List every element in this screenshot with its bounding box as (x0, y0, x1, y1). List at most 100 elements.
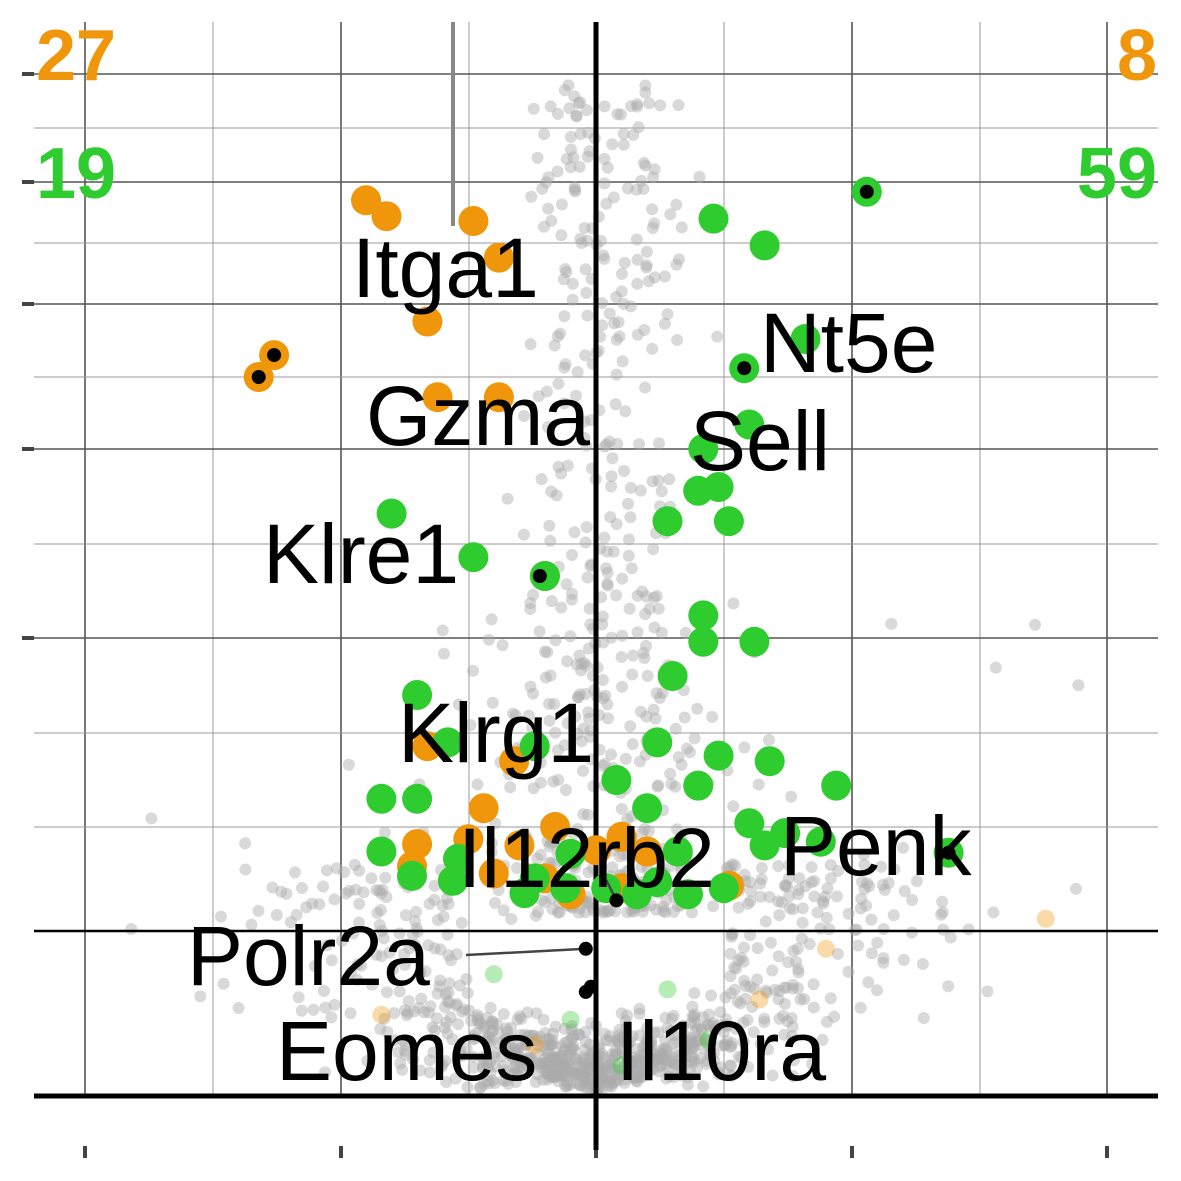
background-point (338, 866, 351, 879)
background-point (581, 150, 594, 163)
background-point (1029, 618, 1041, 631)
background-point (728, 983, 741, 996)
background-point (634, 705, 647, 718)
background-point (627, 1072, 640, 1085)
background-point (612, 1068, 625, 1081)
background-point (707, 900, 719, 913)
background-point (754, 877, 767, 890)
background-point (623, 533, 635, 546)
gene-dot-il12rb2 (609, 893, 624, 908)
point-up (749, 830, 780, 861)
background-point (506, 1068, 519, 1080)
background-point (798, 993, 811, 1006)
background-point (787, 944, 800, 957)
background-point (533, 1060, 546, 1073)
background-point (624, 1035, 636, 1048)
background-point (660, 1058, 673, 1071)
background-point (679, 1050, 691, 1063)
background-point (685, 1035, 698, 1048)
background-point (497, 1074, 510, 1087)
background-point (792, 888, 805, 901)
background-point (596, 1083, 609, 1096)
background-point (747, 1026, 760, 1039)
background-point (598, 100, 611, 113)
background-point (601, 579, 614, 592)
background-point (668, 1029, 681, 1042)
background-point (512, 1044, 525, 1057)
background-point (374, 1023, 387, 1035)
background-point (643, 602, 656, 615)
background-point (638, 1047, 651, 1060)
background-point (145, 812, 158, 825)
background-point (897, 953, 910, 966)
background-point (650, 1054, 663, 1067)
background-point (433, 980, 446, 993)
background-point (877, 952, 890, 965)
background-point (781, 1015, 794, 1028)
connector-polr2a (465, 947, 586, 957)
background-point (511, 1069, 524, 1081)
background-point (640, 261, 653, 274)
background-point (505, 913, 518, 925)
background-point (659, 1034, 671, 1047)
background-point (711, 330, 724, 343)
background-point (428, 942, 441, 955)
background-point (772, 860, 785, 872)
background-point (571, 823, 584, 835)
background-point (669, 1046, 682, 1059)
background-point (630, 1043, 643, 1056)
background-point (660, 1041, 673, 1054)
background-point (508, 1043, 521, 1056)
background-point (678, 1028, 690, 1041)
background-point (378, 826, 391, 839)
background-point (739, 979, 752, 992)
background-point (566, 1020, 578, 1032)
background-point (550, 489, 563, 502)
background-point (568, 183, 581, 196)
background-point (557, 273, 570, 286)
background-point (413, 1001, 426, 1014)
background-point (720, 1013, 733, 1026)
background-point (824, 872, 837, 885)
count-second-left: 19 (36, 134, 116, 214)
background-point (653, 1065, 666, 1078)
background-point (663, 1062, 676, 1075)
background-point (558, 361, 571, 374)
point-up (754, 746, 785, 777)
background-point (504, 781, 517, 794)
background-point (737, 955, 750, 968)
background-point (414, 1064, 427, 1077)
background-point (556, 1054, 569, 1067)
background-point (633, 1067, 646, 1080)
background-point (506, 1046, 518, 1059)
background-point (565, 1023, 578, 1036)
background-point (414, 966, 427, 979)
background-point (653, 1060, 666, 1073)
background-point (598, 1027, 611, 1040)
background-point (486, 1074, 499, 1087)
point-down (581, 835, 611, 866)
background-point (706, 711, 719, 723)
background-point (605, 1062, 618, 1075)
background-point (270, 909, 283, 921)
background-point (783, 890, 796, 903)
background-point (742, 897, 755, 910)
background-point (557, 1059, 570, 1072)
background-point (399, 1038, 412, 1051)
background-point (467, 664, 479, 677)
background-point (565, 1041, 578, 1054)
background-point (773, 909, 786, 922)
gene-labels: Itga1 Nt5e Gzma Sell Klre1 Klrg1 Il12rb2… (187, 221, 972, 1098)
background-point (665, 1012, 678, 1025)
gene-label-klre1: Klre1 (263, 507, 459, 601)
background-point (552, 1060, 565, 1073)
background-point (786, 982, 799, 995)
background-point (700, 1033, 713, 1046)
background-point (628, 1056, 641, 1069)
background-point (545, 485, 558, 498)
background-point (642, 275, 655, 288)
background-point (516, 1066, 529, 1079)
background-point (500, 1032, 513, 1045)
background-point (617, 1061, 629, 1074)
background-point (646, 342, 659, 355)
